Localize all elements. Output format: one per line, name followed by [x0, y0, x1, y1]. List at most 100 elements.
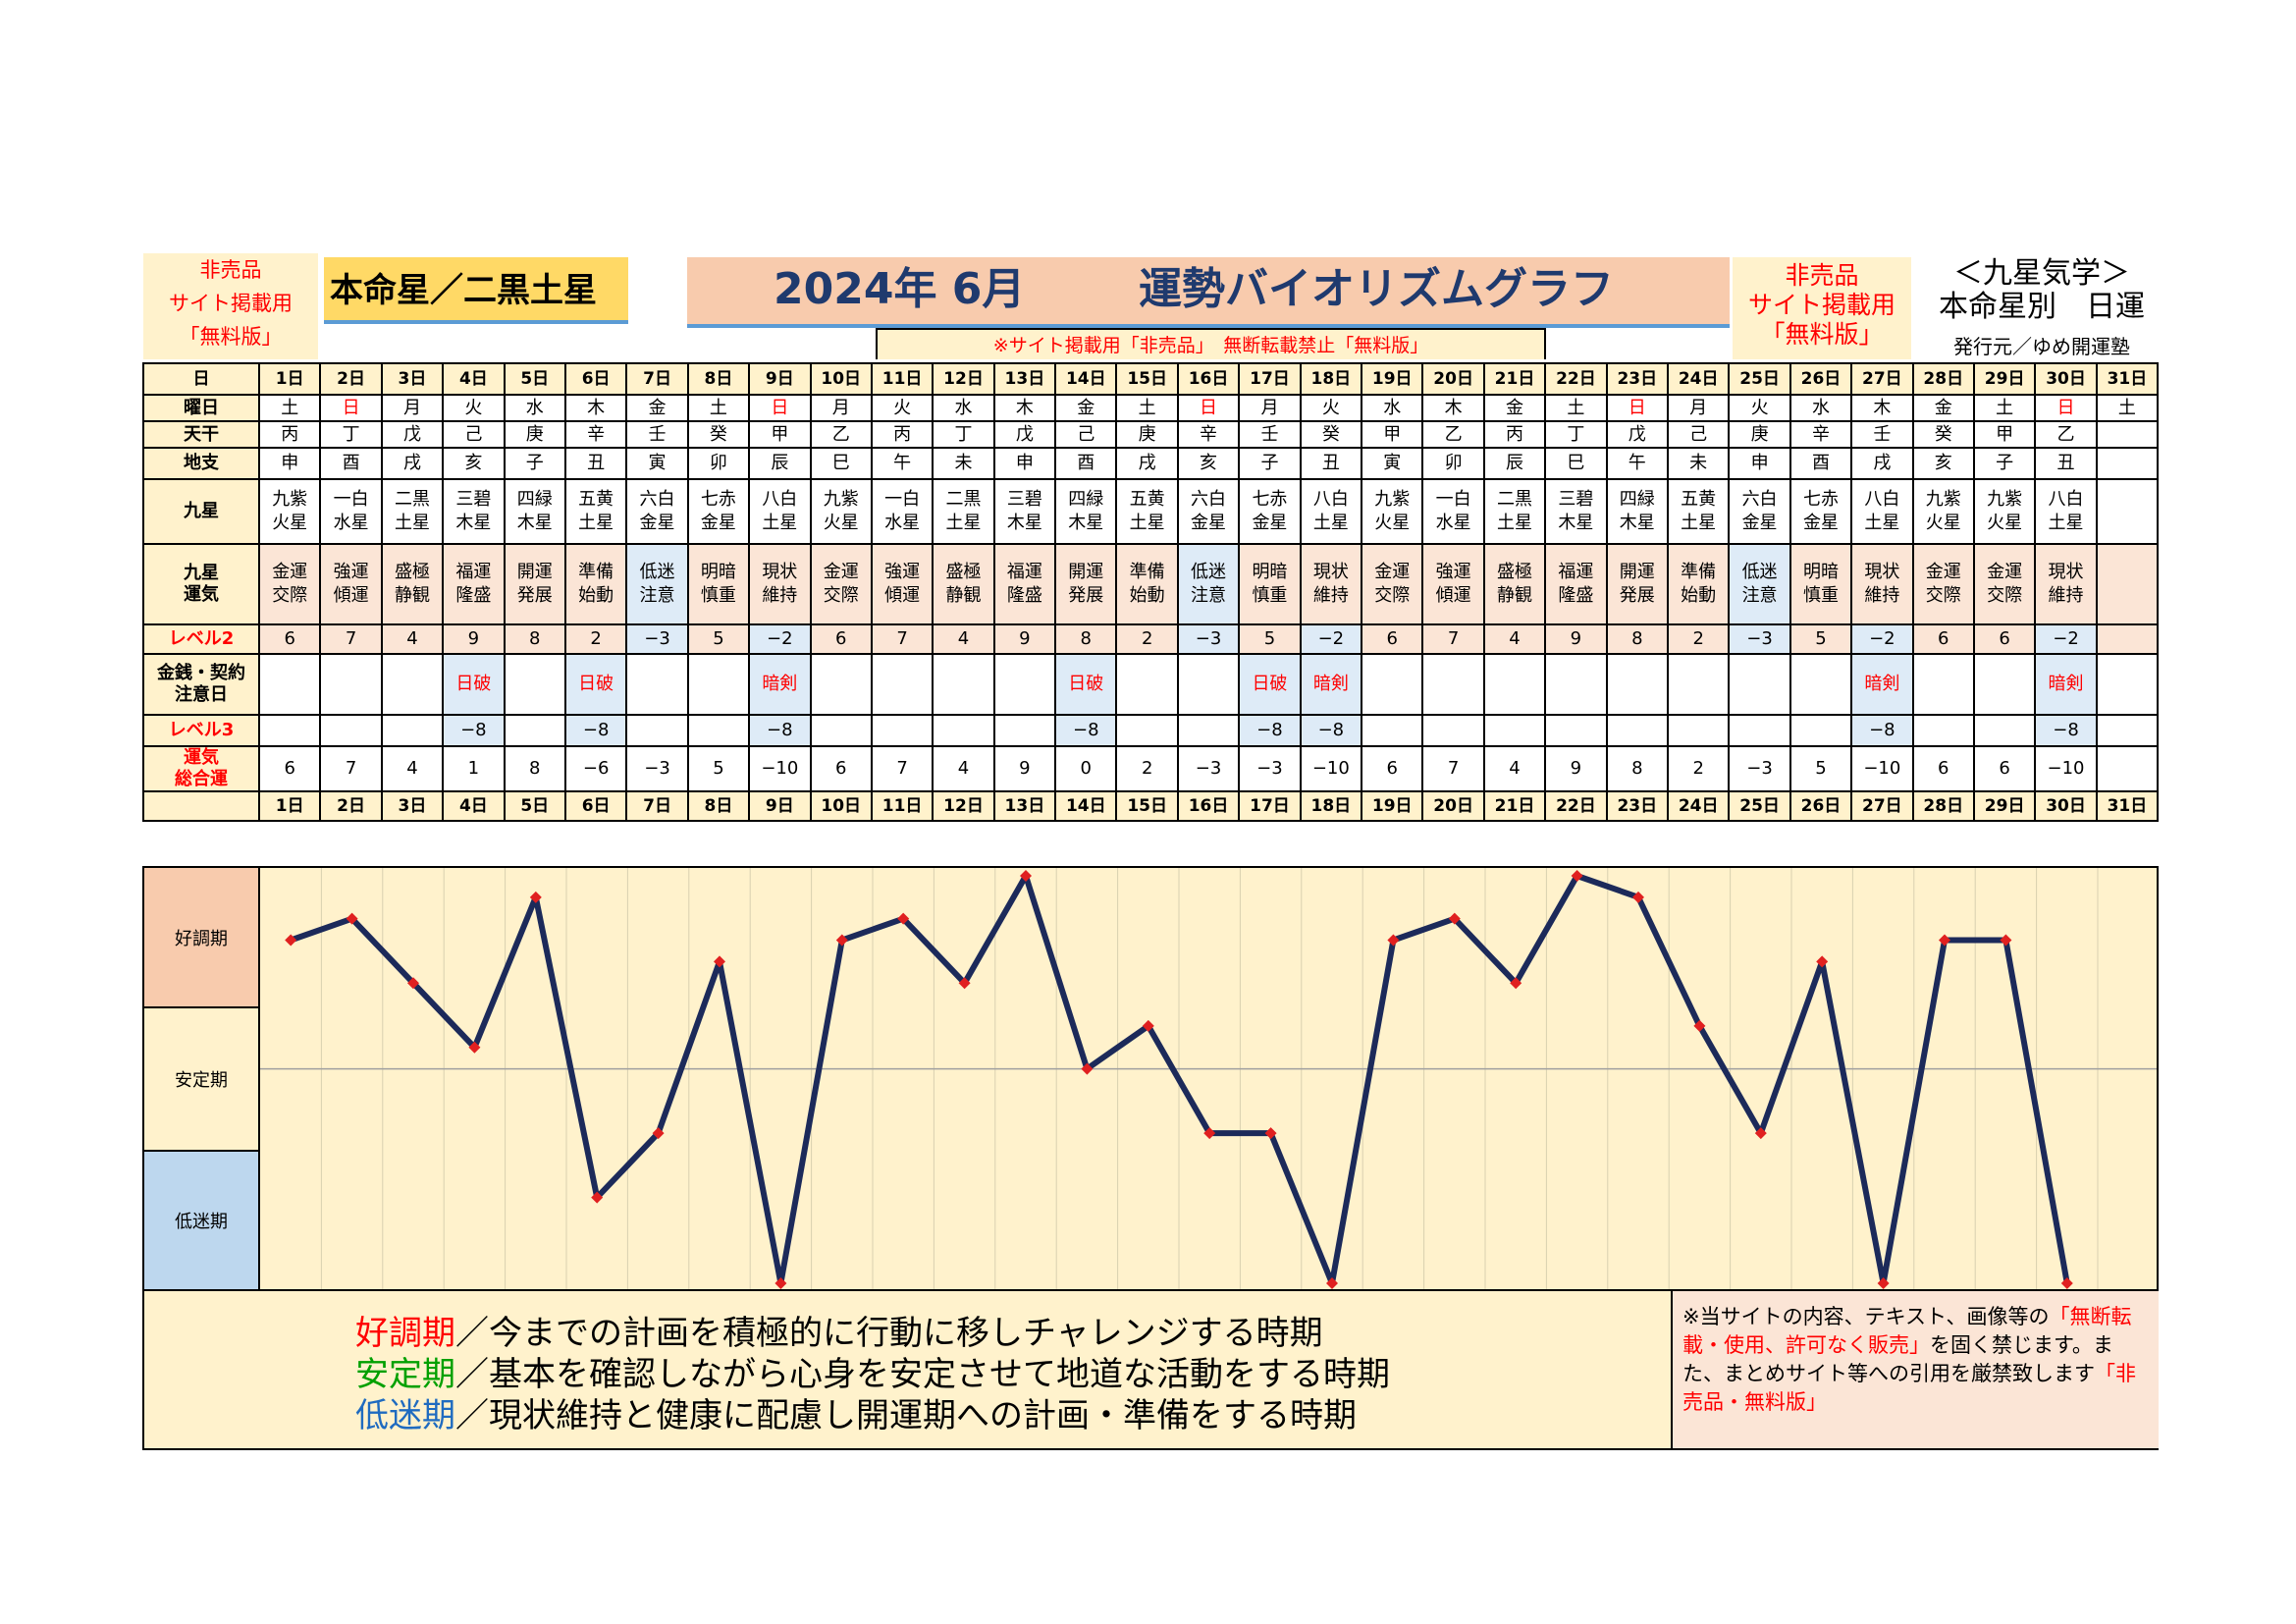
kyusei-row-cell: 四緑 木星 — [1054, 478, 1118, 545]
kinsen-row: 金銭・契約 注意日 日破 日破 暗剣 日破 日破 暗剣 暗剣 暗剣 — [142, 653, 2160, 716]
kyusei-row-cell: 一白 水星 — [1421, 478, 1485, 545]
day-row-bottom-cell: 11日 — [870, 790, 934, 822]
data-point — [714, 955, 725, 968]
unki-line: 始動 — [1681, 585, 1717, 606]
level3-row-cell — [1176, 714, 1241, 747]
unki-row-cell: 低迷 注意 — [1728, 543, 1791, 625]
chishi-row-cell: 子 — [503, 447, 566, 480]
level3-row-cell — [2095, 714, 2160, 747]
unki-line: 注意 — [1741, 585, 1778, 606]
copyright-text-2: を固く禁じます。また、まとめサイト等への引用を厳禁致します — [1682, 1333, 2113, 1385]
total-row-cell: −10 — [1850, 745, 1914, 792]
copyright-red: 「無断転載・使用、許可なく販売」 — [1682, 1305, 2132, 1357]
unki-line: 維持 — [1864, 585, 1900, 606]
tenkan-row-cell: 乙 — [1421, 420, 1485, 449]
level3-row-cell — [1666, 714, 1731, 747]
kyusei-subtitle: 本命星別 日運 — [1939, 290, 2145, 324]
data-point — [1326, 1277, 1338, 1289]
unki-row-cell: 福運 隆盛 — [442, 543, 506, 625]
data-point — [529, 891, 542, 903]
total-row-cell: 6 — [1361, 745, 1424, 792]
kyusei-line: 火星 — [1987, 513, 2023, 533]
weekday-row-cell: 火 — [1728, 394, 1791, 422]
tenkan-row-cell: 丁 — [1544, 420, 1608, 449]
day-row-cell: 20日 — [1421, 362, 1485, 396]
kyusei-row-cell: 五黄 土星 — [1666, 478, 1731, 545]
kinsen-row-cell — [1421, 653, 1485, 716]
kyusei-line: 水星 — [333, 513, 369, 533]
kyusei-row-cell: 九紫 火星 — [257, 478, 322, 545]
weekday-row-cell: 金 — [1911, 394, 1975, 422]
chishi-row-cell: 辰 — [1482, 447, 1547, 480]
unki-row-cell: 開運 発展 — [1054, 543, 1118, 625]
kyusei-line: 火星 — [1925, 513, 1961, 533]
kyusei-line: 八白 — [1312, 489, 1349, 510]
tenkan-row-label: 天干 — [142, 420, 260, 449]
chishi-row-cell: 未 — [1666, 447, 1731, 480]
unki-row-cell: 強運 傾運 — [870, 543, 934, 625]
level2-row-cell: 6 — [809, 623, 873, 655]
kyusei-line: 九紫 — [1374, 489, 1411, 510]
day-row-cell: 3日 — [380, 362, 445, 396]
copyright-text-1: ※当サイトの内容、テキスト、画像等の — [1682, 1305, 2050, 1328]
kyusei-row-cell: 二黒 土星 — [380, 478, 445, 545]
data-point — [1081, 1062, 1094, 1075]
unki-line: 強運 — [1435, 562, 1471, 582]
kyusei-line: 九紫 — [1925, 489, 1961, 510]
unki-row-cell: 強運 傾運 — [1421, 543, 1485, 625]
chishi-row-label: 地支 — [142, 447, 260, 480]
unki-row-cell: 強運 傾運 — [319, 543, 383, 625]
kinsen-row-cell: 暗剣 — [748, 653, 812, 716]
day-row-bottom-cell: 14日 — [1054, 790, 1118, 822]
kyusei-line: 六白 — [1741, 489, 1778, 510]
data-point — [1264, 1127, 1277, 1140]
tenkan-row-cell: 戊 — [380, 420, 445, 449]
kinsen-row-cell — [809, 653, 873, 716]
kyusei-line: 三碧 — [1006, 489, 1042, 510]
level3-row-cell — [932, 714, 995, 747]
level3-row-cell: −8 — [1238, 714, 1302, 747]
tenkan-row: 天干丙丁戊己庚辛壬癸甲乙丙丁戊己庚辛壬癸甲乙丙丁戊己庚辛壬癸甲乙 — [142, 420, 2160, 449]
tenkan-row-cell: 己 — [1054, 420, 1118, 449]
total-row-cell: −10 — [748, 745, 812, 792]
day-row-bottom-cell: 22日 — [1544, 790, 1608, 822]
legend-stable-text: ／基本を確認しながら心身を安定させて地道な活動をする時期 — [455, 1355, 1390, 1394]
unki-line: 低迷 — [1191, 562, 1227, 582]
data-point — [285, 934, 297, 947]
unki-line: 維持 — [2048, 585, 2084, 606]
day-row-bottom-cell: 9日 — [748, 790, 812, 822]
level2-row-cell: −2 — [748, 623, 812, 655]
unki-line: 強運 — [884, 562, 921, 582]
unki-line: 現状 — [2048, 562, 2084, 582]
kyusei-line: 二黒 — [1497, 489, 1532, 510]
level2-row-cell: 7 — [870, 623, 934, 655]
kyusei-line: 土星 — [394, 513, 430, 533]
day-row-cell: 31日 — [2095, 362, 2160, 396]
kyusei-line: 金星 — [639, 513, 675, 533]
kyusei-line: 木星 — [1619, 513, 1655, 533]
kinsen-row-cell: 日破 — [1054, 653, 1118, 716]
weekday-row-cell: 水 — [1789, 394, 1853, 422]
day-row-cell: 8日 — [686, 362, 751, 396]
chishi-row-cell: 卯 — [1421, 447, 1485, 480]
unki-line: 開運 — [1068, 562, 1104, 582]
tenkan-row-cell: 壬 — [1238, 420, 1302, 449]
unki-line: 準備 — [1681, 562, 1717, 582]
notice-line-2: サイト掲載用 — [1747, 291, 1896, 319]
weekday-row-cell: 火 — [870, 394, 934, 422]
unki-row-cell: 現状 維持 — [748, 543, 812, 625]
weekday-row-cell: 月 — [809, 394, 873, 422]
day-row-bottom-cell: 16日 — [1176, 790, 1241, 822]
day-row-cell: 27日 — [1850, 362, 1914, 396]
kinsen-row-cell — [319, 653, 383, 716]
day-row: 日 1日 2日 3日 4日 5日 6日 7日 8日 9日 10日 11日 12日 13日 14日 15日 16日… — [142, 362, 2160, 396]
unki-row-cell: 準備 始動 — [1115, 543, 1179, 625]
total-row-cell: −3 — [1176, 745, 1241, 792]
legend-good-label: 好調期 — [355, 1314, 455, 1353]
total-row-cell: 6 — [809, 745, 873, 792]
kyusei-row-cell — [2095, 478, 2160, 545]
day-row-cell: 2日 — [319, 362, 383, 396]
total-row-cell: −10 — [2034, 745, 2098, 792]
tenkan-row-cell: 庚 — [1728, 420, 1791, 449]
day-row-bottom: 1日 2日 3日 4日 5日 6日 7日 8日 9日 10日 11日 12日 13日 14日 15日 16日 1… — [142, 790, 2160, 822]
